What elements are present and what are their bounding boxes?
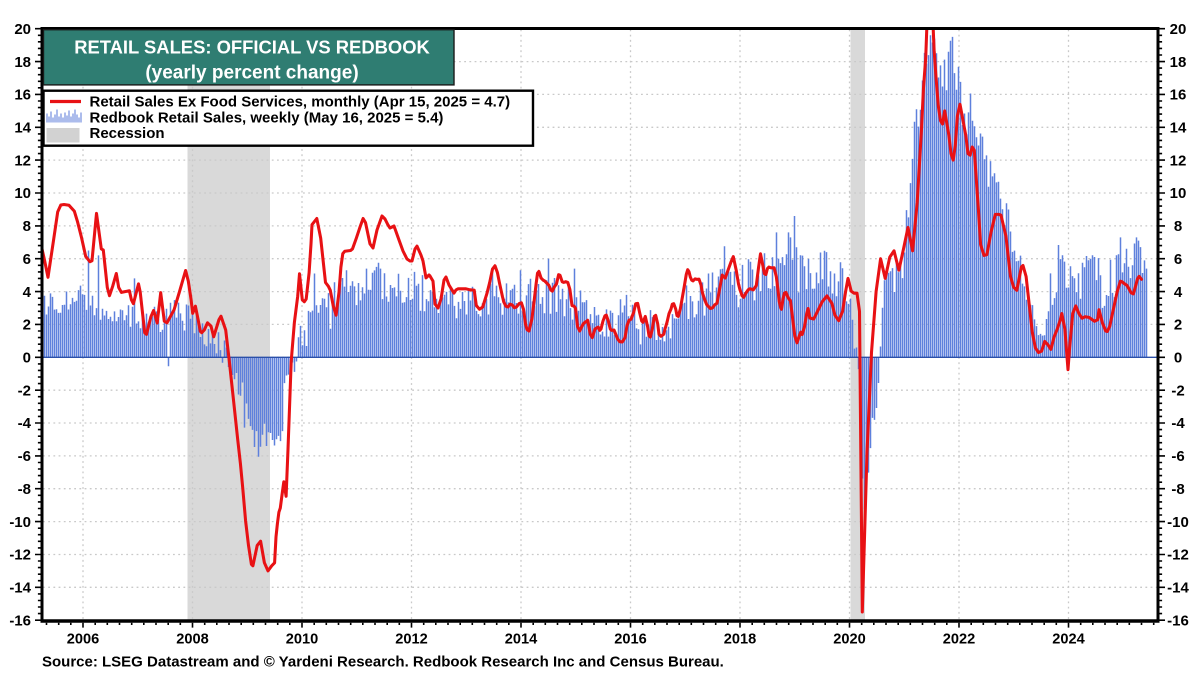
svg-text:-6: -6 [1171,448,1184,465]
svg-text:2014: 2014 [505,632,538,648]
svg-text:-6: -6 [18,448,31,465]
svg-text:18: 18 [14,54,31,71]
svg-text:-4: -4 [1171,415,1185,432]
svg-text:10: 10 [14,185,31,202]
svg-text:8: 8 [1174,218,1182,235]
svg-text:14: 14 [1170,120,1187,137]
svg-text:-10: -10 [1167,514,1189,531]
svg-text:2012: 2012 [395,632,427,648]
svg-text:20: 20 [1170,21,1187,38]
svg-text:12: 12 [14,152,31,169]
svg-text:2006: 2006 [67,632,99,648]
svg-text:4: 4 [23,284,32,301]
svg-text:8: 8 [23,218,31,235]
svg-text:6: 6 [23,251,31,268]
svg-text:(yearly percent change): (yearly percent change) [145,63,358,84]
svg-text:18: 18 [1170,54,1187,71]
svg-text:2016: 2016 [614,632,646,648]
svg-text:-10: -10 [9,514,31,531]
svg-text:14: 14 [14,120,31,137]
svg-text:2022: 2022 [943,632,975,648]
svg-text:0: 0 [1174,350,1182,367]
svg-text:Recession: Recession [90,125,165,142]
svg-text:2024: 2024 [1052,632,1085,648]
svg-text:6: 6 [1174,251,1182,268]
svg-text:-8: -8 [1171,481,1184,498]
svg-text:2008: 2008 [176,632,208,648]
svg-text:10: 10 [1170,185,1187,202]
svg-text:12: 12 [1170,152,1187,169]
svg-text:2: 2 [1174,317,1182,334]
svg-text:RETAIL SALES: OFFICIAL VS REDB: RETAIL SALES: OFFICIAL VS REDBOOK [74,36,430,57]
svg-text:0: 0 [23,350,31,367]
svg-text:2010: 2010 [286,632,318,648]
svg-text:Redbook Retail Sales, weekly (: Redbook Retail Sales, weekly (May 16, 20… [90,109,444,126]
svg-text:-12: -12 [1167,547,1189,564]
svg-text:2: 2 [23,317,31,334]
svg-text:16: 16 [14,87,31,104]
svg-text:-2: -2 [18,382,31,399]
svg-text:Source: LSEG Datastream and ©: Source: LSEG Datastream and © Yardeni Re… [42,654,724,671]
svg-text:20: 20 [14,21,31,38]
svg-text:2020: 2020 [833,632,865,648]
svg-text:-14: -14 [9,580,31,597]
svg-text:Retail Sales Ex Food Services,: Retail Sales Ex Food Services, monthly (… [90,94,511,111]
svg-text:-14: -14 [1167,580,1189,597]
svg-text:16: 16 [1170,87,1187,104]
svg-text:-16: -16 [1167,612,1189,629]
svg-text:-8: -8 [18,481,31,498]
svg-text:-12: -12 [9,547,31,564]
svg-text:-4: -4 [18,415,32,432]
svg-text:4: 4 [1174,284,1183,301]
svg-text:-16: -16 [9,612,31,629]
svg-text:-2: -2 [1171,382,1184,399]
svg-text:2018: 2018 [724,632,756,648]
